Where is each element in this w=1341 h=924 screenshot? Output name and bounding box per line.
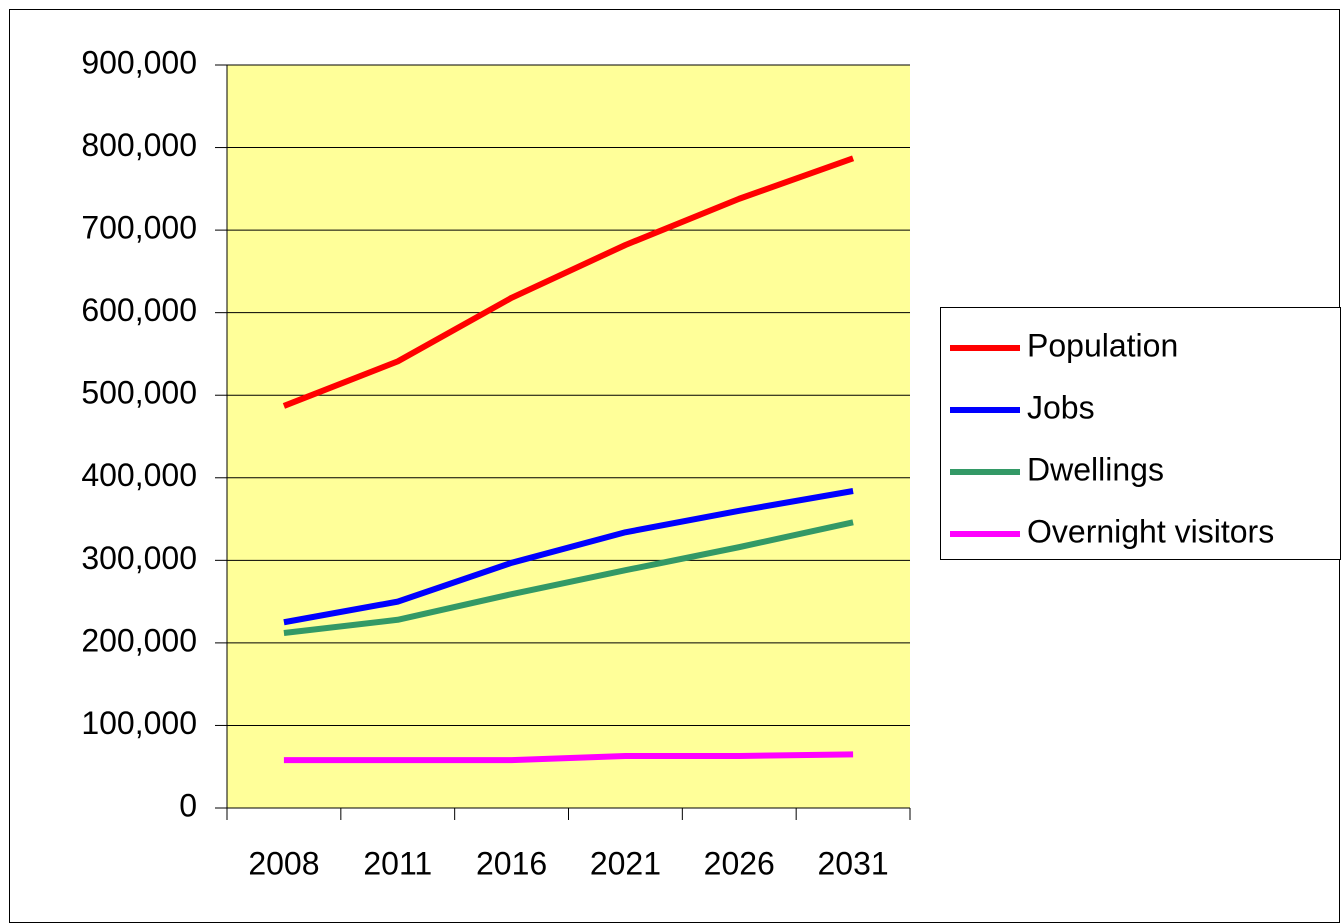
y-tick-label: 400,000 (81, 457, 197, 493)
legend-label: Dwellings (1027, 451, 1164, 487)
plot-area (227, 65, 910, 808)
y-tick-label: 200,000 (81, 622, 197, 658)
y-tick-label: 700,000 (81, 210, 197, 246)
y-tick-label: 100,000 (81, 705, 197, 741)
y-tick-label: 500,000 (81, 375, 197, 411)
x-tick-label: 2031 (817, 845, 888, 881)
x-tick-label: 2026 (704, 845, 775, 881)
y-tick-label: 600,000 (81, 292, 197, 328)
legend-label: Overnight visitors (1027, 513, 1274, 549)
x-tick-label: 2008 (248, 845, 319, 881)
y-tick-label: 800,000 (81, 127, 197, 163)
series-line (283, 751, 854, 764)
legend-label: Jobs (1027, 389, 1095, 425)
x-tick-label: 2016 (476, 845, 547, 881)
x-tick-label: 2011 (363, 845, 432, 881)
series-line (283, 488, 854, 626)
series-line (282, 155, 855, 409)
y-tick-label: 900,000 (81, 44, 197, 80)
y-tick-label: 0 (179, 787, 197, 823)
series-line (283, 519, 854, 636)
x-tick-label: 2021 (590, 845, 661, 881)
y-tick-label: 300,000 (81, 540, 197, 576)
legend-label: Population (1027, 327, 1178, 363)
